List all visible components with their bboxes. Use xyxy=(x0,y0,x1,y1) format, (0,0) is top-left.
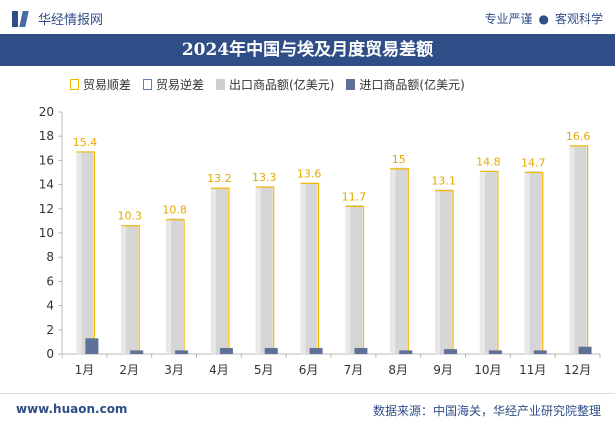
surplus-value-label: 14.7 xyxy=(521,157,546,170)
legend-swatch-surplus xyxy=(70,79,79,90)
export-bar-shade xyxy=(76,151,82,354)
surplus-bar xyxy=(166,219,185,354)
y-tick-label: 4 xyxy=(46,299,54,313)
x-tick-label: 12月 xyxy=(564,363,591,377)
chart-legend: 贸易顺差 贸易逆差 出口商品额(亿美元) 进口商品额(亿美元) xyxy=(70,76,477,93)
y-tick-label: 18 xyxy=(39,129,54,143)
footer-divider xyxy=(0,393,615,394)
export-bar-shade xyxy=(345,205,351,354)
import-bar xyxy=(85,338,99,354)
surplus-value-label: 11.7 xyxy=(342,190,367,203)
y-tick-label: 2 xyxy=(46,323,54,337)
export-bar-shade xyxy=(479,171,485,354)
import-bar xyxy=(264,347,278,354)
legend-item-deficit: 贸易逆差 xyxy=(143,76,204,93)
surplus-bar xyxy=(76,151,96,354)
footer-website[interactable]: www.huaon.com xyxy=(16,402,128,416)
surplus-bar xyxy=(435,190,454,354)
import-bar xyxy=(488,350,502,354)
import-bar xyxy=(444,349,458,354)
surplus-value-label: 13.2 xyxy=(207,172,232,185)
x-tick-label: 11月 xyxy=(519,363,546,377)
surplus-value-label: 13.6 xyxy=(297,167,322,180)
surplus-bar xyxy=(210,187,230,354)
chart-title: 2024年中国与埃及月度贸易差额 xyxy=(0,34,615,66)
import-bar xyxy=(399,350,413,354)
legend-swatch-import xyxy=(346,79,356,90)
import-bar xyxy=(130,350,144,354)
import-bar xyxy=(175,350,189,354)
surplus-bar xyxy=(524,171,544,354)
x-tick-label: 10月 xyxy=(474,363,501,377)
x-tick-label: 8月 xyxy=(388,363,408,377)
top-bar: 华经情报网 专业严谨 ● 客观科学 xyxy=(0,0,615,34)
slogan: 专业严谨 ● 客观科学 xyxy=(484,10,603,27)
slogan-separator: ● xyxy=(538,12,549,26)
surplus-value-label: 10.8 xyxy=(162,204,187,217)
surplus-value-label: 10.3 xyxy=(118,210,143,223)
legend-swatch-deficit xyxy=(143,79,153,90)
import-bar xyxy=(578,346,592,354)
y-tick-label: 6 xyxy=(46,274,54,288)
export-bar-shade xyxy=(524,171,530,354)
legend-item-surplus: 贸易顺差 xyxy=(70,76,131,93)
surplus-bar xyxy=(569,145,589,354)
surplus-bar xyxy=(300,182,320,354)
export-bar-shade xyxy=(121,225,127,354)
brand-name: 华经情报网 xyxy=(38,13,104,28)
surplus-bar xyxy=(479,170,499,354)
x-tick-label: 2月 xyxy=(119,363,139,377)
export-bar-shade xyxy=(390,167,396,354)
slogan-right: 客观科学 xyxy=(554,12,603,26)
export-bar-shade xyxy=(300,183,306,354)
x-tick-label: 5月 xyxy=(254,363,274,377)
legend-swatch-export xyxy=(216,79,226,90)
surplus-bar xyxy=(345,205,365,354)
legend-item-export: 出口商品额(亿美元) xyxy=(216,76,334,93)
y-tick-label: 10 xyxy=(39,226,54,240)
brand[interactable]: 华经情报网 xyxy=(12,9,103,28)
y-tick-label: 16 xyxy=(39,153,54,167)
surplus-value-label: 15.4 xyxy=(73,136,98,149)
slogan-left: 专业严谨 xyxy=(484,12,533,26)
bar-chart: 0 2 4 6 8 10 12 14 16 18 20 15.4 1月 10.3 2月 10.8 3月 13.2 4… xyxy=(39,105,601,377)
export-bar-shade xyxy=(166,218,172,354)
legend-label-deficit: 贸易逆差 xyxy=(156,78,205,92)
huajing-logo-icon xyxy=(12,10,32,27)
y-tick-label: 14 xyxy=(39,178,54,192)
surplus-bar xyxy=(390,168,409,354)
legend-item-import: 进口商品额(亿美元) xyxy=(346,76,465,93)
y-tick-label: 12 xyxy=(39,202,54,216)
legend-label-surplus: 贸易顺差 xyxy=(83,78,132,92)
x-tick-label: 7月 xyxy=(344,363,364,377)
surplus-value-label: 13.3 xyxy=(252,171,277,184)
import-bar xyxy=(354,347,368,354)
x-tick-label: 4月 xyxy=(209,363,229,377)
legend-label-export: 出口商品额(亿美元) xyxy=(229,78,335,92)
footer-source: 数据来源：中国海关，华经产业研究院整理 xyxy=(372,404,601,418)
surplus-value-label: 13.1 xyxy=(431,175,456,188)
y-tick-label: 8 xyxy=(46,250,54,264)
export-bar-shade xyxy=(569,145,575,354)
x-tick-label: 1月 xyxy=(75,363,95,377)
legend-label-import: 进口商品额(亿美元) xyxy=(359,78,465,92)
y-tick-label: 0 xyxy=(46,347,54,361)
surplus-value-label: 16.6 xyxy=(566,130,591,143)
export-bar-shade xyxy=(210,188,216,354)
surplus-bar xyxy=(121,225,140,354)
surplus-value-label: 14.8 xyxy=(476,155,501,168)
x-tick-label: 3月 xyxy=(164,363,184,377)
import-bar xyxy=(309,347,323,354)
export-bar-shade xyxy=(255,187,261,354)
surplus-bar xyxy=(255,186,275,354)
x-tick-label: 6月 xyxy=(299,363,319,377)
export-bar-shade xyxy=(435,189,441,354)
surplus-value-label: 15 xyxy=(392,153,406,166)
import-bar xyxy=(219,347,233,354)
y-tick-label: 20 xyxy=(39,105,54,119)
import-bar xyxy=(533,350,547,354)
x-tick-label: 9月 xyxy=(433,363,453,377)
